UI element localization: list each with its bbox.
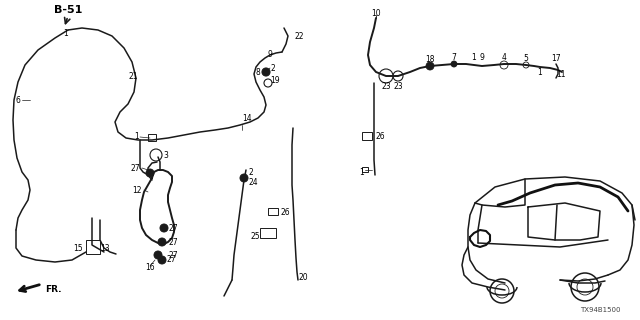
Text: FR.: FR. [45, 284, 61, 293]
Text: 1: 1 [538, 68, 542, 76]
Text: 17: 17 [551, 53, 561, 62]
Bar [86, 240, 100, 254]
Text: 15: 15 [74, 244, 83, 252]
Text: 16: 16 [145, 263, 155, 273]
Text: 23: 23 [381, 82, 391, 91]
Text: 3: 3 [163, 150, 168, 159]
Text: 27: 27 [166, 255, 175, 265]
Text: 27: 27 [168, 237, 178, 246]
Circle shape [154, 251, 162, 259]
Text: 9: 9 [267, 50, 272, 59]
Text: 26: 26 [280, 207, 290, 217]
Bar [148, 134, 156, 141]
Text: 4: 4 [502, 52, 506, 61]
Circle shape [158, 238, 166, 246]
Circle shape [158, 256, 166, 264]
Text: 1: 1 [63, 28, 68, 37]
Text: 11: 11 [556, 69, 566, 78]
Text: 19: 19 [270, 76, 280, 84]
Text: TX94B1500: TX94B1500 [580, 307, 620, 313]
Circle shape [262, 68, 270, 76]
Text: 7: 7 [452, 52, 456, 61]
Text: 25: 25 [250, 231, 260, 241]
Circle shape [426, 62, 434, 70]
Text: 26: 26 [375, 132, 385, 140]
Text: 14: 14 [242, 114, 252, 123]
Text: 8: 8 [255, 68, 260, 76]
Text: 21: 21 [128, 71, 138, 81]
Bar [268, 208, 278, 215]
Bar [362, 167, 368, 172]
Text: 22: 22 [294, 31, 303, 41]
Text: 12: 12 [132, 186, 142, 195]
Text: 27: 27 [168, 223, 178, 233]
Text: 1: 1 [472, 52, 476, 61]
Bar [260, 228, 276, 238]
Text: 23: 23 [393, 82, 403, 91]
Text: 27: 27 [131, 164, 140, 172]
Circle shape [146, 169, 154, 177]
Circle shape [240, 174, 248, 182]
Text: 9: 9 [479, 52, 484, 61]
Text: B-51: B-51 [54, 5, 82, 15]
Text: 1: 1 [359, 167, 364, 177]
Bar [362, 132, 372, 140]
Text: 20: 20 [298, 274, 308, 283]
Circle shape [451, 61, 457, 67]
Text: 1: 1 [134, 132, 139, 140]
Text: 27: 27 [168, 251, 178, 260]
Text: 2: 2 [270, 63, 275, 73]
Text: 24: 24 [248, 178, 258, 187]
Text: 13: 13 [100, 244, 109, 252]
Text: 10: 10 [371, 9, 381, 18]
Text: 2: 2 [248, 167, 253, 177]
Text: 6: 6 [15, 95, 20, 105]
Text: 18: 18 [425, 54, 435, 63]
Circle shape [160, 224, 168, 232]
Text: 5: 5 [524, 53, 529, 62]
